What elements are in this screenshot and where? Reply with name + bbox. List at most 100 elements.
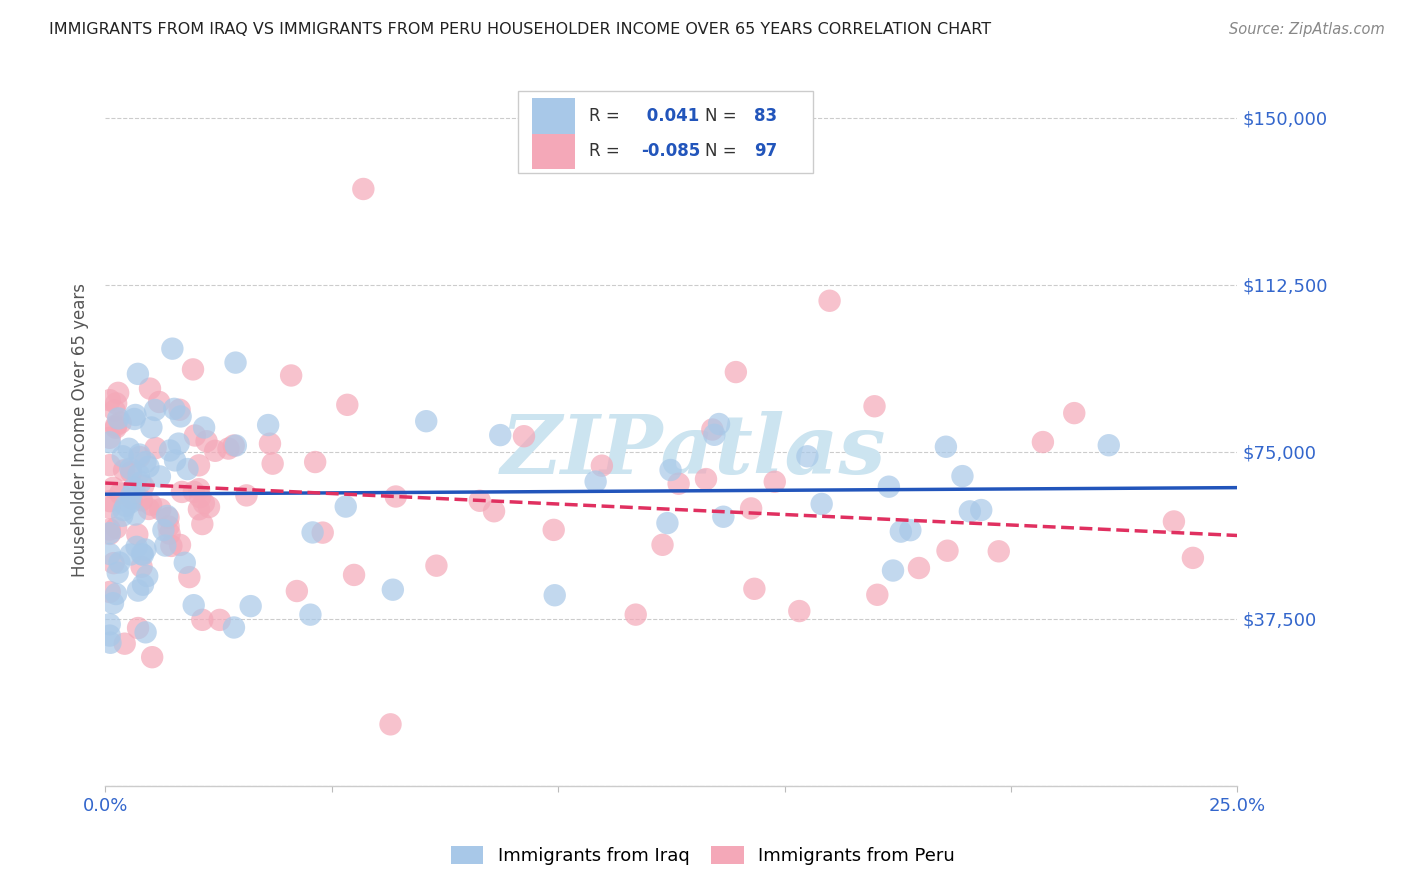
Point bbox=[304, 455, 326, 469]
Point bbox=[139, 498, 162, 512]
Text: R =: R = bbox=[589, 107, 624, 125]
Point bbox=[98, 500, 121, 515]
Point bbox=[425, 558, 447, 573]
Point bbox=[544, 588, 567, 602]
Point bbox=[468, 493, 491, 508]
Point bbox=[111, 508, 134, 523]
Point bbox=[195, 434, 218, 449]
Point bbox=[169, 409, 191, 424]
Text: ZIPatlas: ZIPatlas bbox=[501, 411, 887, 491]
Point bbox=[585, 475, 607, 489]
Point bbox=[112, 503, 135, 517]
Point bbox=[863, 399, 886, 413]
Point bbox=[740, 501, 762, 516]
Point bbox=[124, 508, 146, 522]
Point bbox=[105, 521, 128, 535]
Text: N =: N = bbox=[706, 143, 742, 161]
Point bbox=[173, 556, 195, 570]
Point bbox=[122, 481, 145, 495]
Point bbox=[132, 578, 155, 592]
Point bbox=[908, 561, 931, 575]
Point bbox=[703, 427, 725, 442]
Point bbox=[145, 441, 167, 455]
FancyBboxPatch shape bbox=[531, 98, 575, 134]
Point bbox=[193, 496, 215, 510]
Point bbox=[285, 584, 308, 599]
Point bbox=[124, 412, 146, 426]
Point bbox=[183, 484, 205, 499]
Point bbox=[659, 463, 682, 477]
Point bbox=[103, 556, 125, 570]
Text: N =: N = bbox=[706, 107, 742, 125]
Legend: Immigrants from Iraq, Immigrants from Peru: Immigrants from Iraq, Immigrants from Pe… bbox=[441, 838, 965, 874]
Point bbox=[107, 566, 129, 580]
Point bbox=[98, 585, 121, 599]
Y-axis label: Householder Income Over 65 years: Householder Income Over 65 years bbox=[72, 283, 89, 576]
Point bbox=[132, 479, 155, 493]
Point bbox=[235, 488, 257, 502]
Point bbox=[208, 613, 231, 627]
Point bbox=[198, 500, 221, 514]
Point bbox=[702, 423, 724, 437]
Point bbox=[280, 368, 302, 383]
Point bbox=[970, 503, 993, 517]
Point bbox=[134, 542, 156, 557]
Point bbox=[118, 496, 141, 510]
Point bbox=[724, 365, 747, 379]
Point bbox=[120, 461, 142, 475]
Point bbox=[179, 570, 201, 584]
Point bbox=[259, 436, 281, 450]
Point bbox=[128, 467, 150, 482]
Point bbox=[160, 539, 183, 553]
Point bbox=[98, 393, 121, 408]
Point bbox=[107, 385, 129, 400]
Point bbox=[98, 523, 121, 537]
Point bbox=[127, 583, 149, 598]
Point bbox=[763, 475, 786, 489]
Point bbox=[98, 617, 121, 632]
Text: 97: 97 bbox=[754, 143, 778, 161]
Point bbox=[188, 458, 211, 473]
Point bbox=[120, 465, 142, 479]
Point bbox=[98, 458, 121, 472]
Point bbox=[149, 502, 172, 516]
Point bbox=[193, 420, 215, 434]
Text: 0.041: 0.041 bbox=[641, 107, 699, 125]
Point bbox=[987, 544, 1010, 558]
Point bbox=[128, 450, 150, 464]
Point bbox=[818, 293, 841, 308]
Point bbox=[148, 395, 170, 409]
Point bbox=[104, 421, 127, 435]
Point bbox=[131, 493, 153, 508]
Point bbox=[513, 429, 536, 443]
Point bbox=[157, 519, 180, 533]
Point bbox=[543, 523, 565, 537]
Point bbox=[118, 442, 141, 456]
Point bbox=[489, 428, 512, 442]
Point bbox=[124, 408, 146, 422]
Point bbox=[959, 504, 981, 518]
Point bbox=[188, 482, 211, 496]
Point bbox=[415, 414, 437, 428]
Point bbox=[744, 582, 766, 596]
Point bbox=[711, 509, 734, 524]
Point bbox=[167, 436, 190, 450]
Point bbox=[105, 396, 128, 410]
Point bbox=[132, 548, 155, 562]
Point bbox=[134, 455, 156, 469]
Point bbox=[796, 450, 818, 464]
Point bbox=[169, 538, 191, 552]
Point bbox=[112, 463, 135, 477]
Point bbox=[101, 596, 124, 610]
Point bbox=[301, 525, 323, 540]
Point bbox=[98, 431, 121, 445]
Point bbox=[135, 625, 157, 640]
Point bbox=[152, 523, 174, 537]
Point bbox=[157, 511, 180, 525]
Point bbox=[222, 620, 245, 634]
Point bbox=[127, 527, 149, 541]
Point bbox=[898, 523, 921, 537]
Point bbox=[110, 416, 132, 430]
Text: 83: 83 bbox=[754, 107, 778, 125]
Point bbox=[159, 443, 181, 458]
